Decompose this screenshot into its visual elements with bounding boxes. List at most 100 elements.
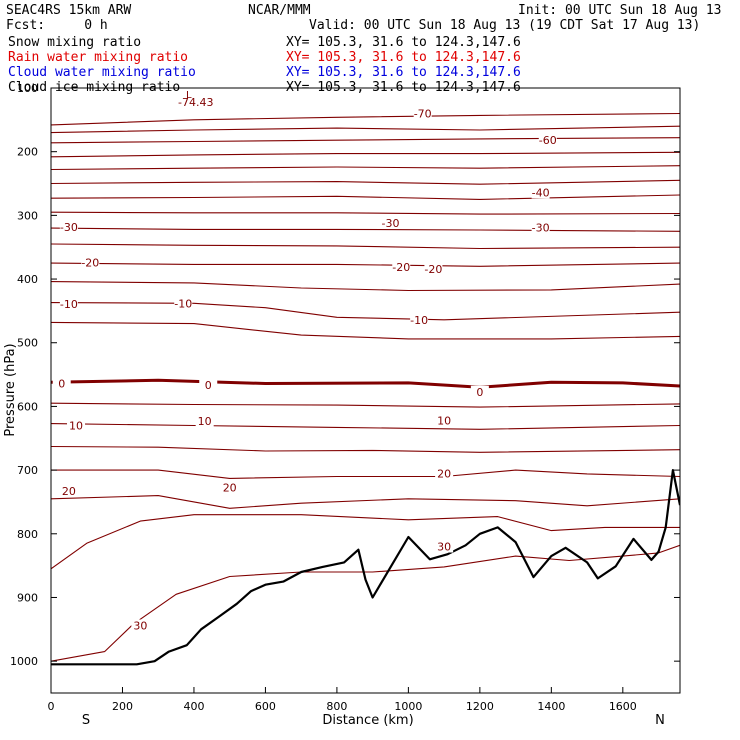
- minimum-marker: L: [186, 90, 192, 101]
- contour-label-bg: [531, 186, 550, 199]
- contour-label: 10: [198, 415, 212, 428]
- contour-label-bg: [435, 414, 454, 427]
- terrain-line: [51, 469, 680, 666]
- y-tick-label: 100: [17, 82, 38, 95]
- init-time: Init: 00 UTC Sun 18 Aug 13: [518, 3, 722, 18]
- contour-label: -10: [60, 298, 78, 311]
- isotherm-0: [51, 378, 680, 389]
- contour-label-bg: [435, 467, 454, 480]
- x-tick-label: 600: [255, 700, 276, 713]
- contour-label-bg: [538, 134, 557, 147]
- contour-label: -20: [424, 263, 442, 276]
- y-tick-label: 300: [17, 209, 38, 222]
- contour-label: -30: [532, 221, 550, 234]
- forecast-hour: Fcst: 0 h: [6, 18, 108, 33]
- contour-label: 20: [62, 485, 76, 498]
- contour-label: 10: [69, 420, 83, 433]
- x-tick-label: 0: [48, 700, 55, 713]
- contour-label: -70: [414, 107, 432, 120]
- contour-label: 0: [58, 377, 65, 390]
- isotherm--25: [51, 243, 680, 250]
- contour-label: 20: [437, 467, 451, 480]
- contour-label-bg: [59, 485, 78, 498]
- contour-label-bg: [424, 262, 443, 275]
- x-tick-label: 1400: [537, 700, 565, 713]
- contour-label: -40: [532, 186, 550, 199]
- contour-label: -30: [60, 221, 78, 234]
- contour-label-bg: [195, 415, 214, 428]
- contour-label: -10: [410, 314, 428, 327]
- contour-label-bg: [59, 220, 78, 233]
- contour-label-bg: [381, 217, 400, 230]
- contour-label-bg: [413, 107, 432, 120]
- field-name-1: Rain water mixing ratio: [8, 50, 189, 65]
- y-tick-label: 600: [17, 400, 38, 413]
- contour-label: -30: [382, 217, 400, 230]
- isotherm-20: [51, 469, 680, 479]
- x-tick-label: 400: [183, 700, 204, 713]
- isotherm--15: [51, 281, 680, 292]
- contour-label-bg: [52, 377, 71, 390]
- contour-label: 30: [133, 619, 147, 632]
- contour-label-bg: [410, 313, 429, 326]
- isotherm--10: [51, 302, 680, 321]
- y-tick-label: 700: [17, 464, 38, 477]
- isotherm--60: [51, 137, 680, 144]
- x-tick-label: 800: [326, 700, 347, 713]
- contour-label-bg: [67, 419, 86, 432]
- model-title: SEAC4RS 15km ARW: [6, 3, 132, 18]
- isotherm-10: [51, 423, 680, 430]
- x-tick-label: 1000: [394, 700, 422, 713]
- isotherm-30: [51, 514, 680, 570]
- isotherm-25: [51, 495, 680, 509]
- contour-label-bg: [392, 260, 411, 273]
- contour-label-bg: [435, 540, 454, 553]
- y-tick-label: 500: [17, 337, 38, 350]
- y-axis-label: Pressure (hPa): [3, 343, 18, 436]
- isotherm--40: [51, 194, 680, 200]
- contour-label-bg: [199, 378, 218, 391]
- isotherm--65: [51, 125, 680, 134]
- y-tick-label: 200: [17, 146, 38, 159]
- isotherm--5: [51, 321, 680, 340]
- isotherm--20: [51, 262, 680, 267]
- field-name-2: Cloud water mixing ratio: [8, 65, 196, 80]
- contour-label: 30: [437, 541, 451, 554]
- isotherm--50: [51, 165, 680, 171]
- contour-label: 0: [476, 386, 483, 399]
- minimum-value-label: -74.43: [178, 96, 213, 109]
- contour-label-bg: [220, 481, 239, 494]
- contour-label-bg: [59, 297, 78, 310]
- contour-label-bg: [81, 256, 100, 269]
- contour-label-bg: [470, 385, 489, 398]
- north-end-label: N: [655, 713, 665, 728]
- x-axis-label: Distance (km): [322, 713, 413, 728]
- contour-label: 0: [205, 379, 212, 392]
- field-name-0: Snow mixing ratio: [8, 35, 142, 50]
- contour-label: -20: [392, 261, 410, 274]
- isotherm--35: [51, 211, 680, 215]
- x-tick-label: 1200: [466, 700, 494, 713]
- isotherm--55: [51, 151, 680, 158]
- isotherm--70: [51, 112, 680, 126]
- field-coords-2: XY= 105.3, 31.6 to 124.3,147.6: [286, 65, 521, 80]
- plot-frame: [50, 87, 681, 694]
- isotherm-15: [51, 445, 680, 453]
- organization-label: NCAR/MMM: [248, 3, 311, 18]
- contour-label: -60: [539, 134, 557, 147]
- isotherm--45: [51, 179, 680, 185]
- x-tick-label: 1600: [609, 700, 637, 713]
- south-end-label: S: [82, 713, 90, 728]
- contour-label-bg: [174, 297, 193, 310]
- isotherm-5: [51, 402, 680, 408]
- x-tick-label: 200: [112, 700, 133, 713]
- y-tick-label: 1000: [10, 655, 38, 668]
- y-tick-label: 900: [17, 591, 38, 604]
- y-tick-label: 400: [17, 273, 38, 286]
- contour-label: -10: [174, 297, 192, 310]
- contour-label: -20: [81, 256, 99, 269]
- y-tick-label: 800: [17, 528, 38, 541]
- contour-label-bg: [131, 619, 150, 632]
- isotherm--30: [51, 227, 680, 232]
